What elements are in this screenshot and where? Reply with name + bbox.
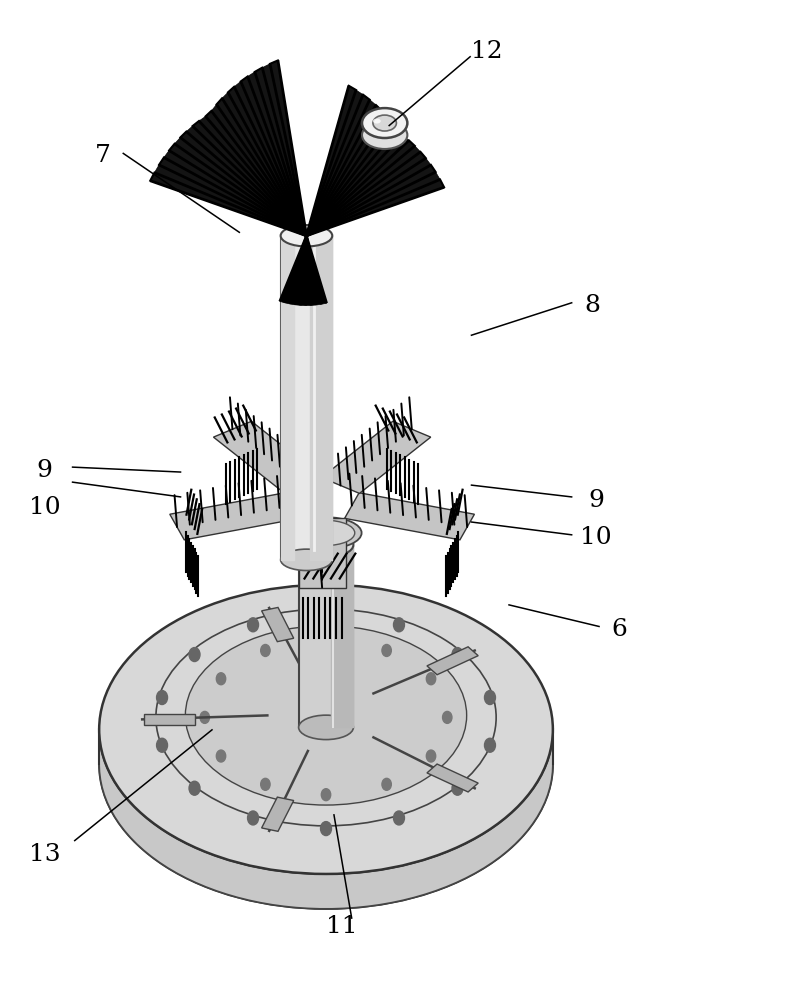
Circle shape <box>320 607 331 621</box>
Circle shape <box>247 811 258 825</box>
Circle shape <box>452 781 463 795</box>
Circle shape <box>382 644 392 656</box>
Circle shape <box>261 778 270 790</box>
Polygon shape <box>170 493 300 540</box>
Circle shape <box>426 750 436 762</box>
Text: 7: 7 <box>95 144 111 167</box>
Polygon shape <box>150 60 306 236</box>
Polygon shape <box>427 764 478 792</box>
Polygon shape <box>214 421 323 493</box>
Text: 10: 10 <box>28 496 60 519</box>
Circle shape <box>261 644 270 656</box>
Ellipse shape <box>99 620 553 909</box>
Ellipse shape <box>281 549 332 571</box>
Circle shape <box>484 738 495 752</box>
Polygon shape <box>261 607 294 642</box>
Text: 11: 11 <box>326 915 357 938</box>
Text: 6: 6 <box>612 618 627 641</box>
Text: 9: 9 <box>36 459 53 482</box>
Ellipse shape <box>298 533 353 557</box>
Circle shape <box>443 711 452 723</box>
Polygon shape <box>281 236 332 560</box>
Ellipse shape <box>298 520 355 545</box>
Ellipse shape <box>185 626 466 805</box>
Circle shape <box>247 618 258 632</box>
Circle shape <box>156 691 167 705</box>
Polygon shape <box>144 714 195 725</box>
Circle shape <box>452 648 463 662</box>
Circle shape <box>426 673 436 685</box>
Ellipse shape <box>373 115 396 131</box>
Polygon shape <box>279 236 327 306</box>
Circle shape <box>321 789 330 801</box>
Polygon shape <box>322 421 431 493</box>
Ellipse shape <box>362 108 407 138</box>
Circle shape <box>217 673 226 685</box>
Ellipse shape <box>281 225 332 246</box>
Circle shape <box>321 634 330 646</box>
Polygon shape <box>99 729 553 909</box>
Polygon shape <box>298 545 353 727</box>
Polygon shape <box>427 647 478 675</box>
Ellipse shape <box>298 715 353 740</box>
Polygon shape <box>261 797 294 831</box>
Circle shape <box>393 811 404 825</box>
Circle shape <box>382 778 392 790</box>
Text: 10: 10 <box>580 526 612 549</box>
Text: 13: 13 <box>28 843 60 866</box>
Circle shape <box>200 711 210 723</box>
Circle shape <box>484 691 495 705</box>
Polygon shape <box>345 493 474 540</box>
Polygon shape <box>298 518 345 588</box>
Circle shape <box>393 618 404 632</box>
Text: 9: 9 <box>588 489 604 512</box>
Text: 8: 8 <box>584 294 600 317</box>
Circle shape <box>156 738 167 752</box>
Polygon shape <box>306 86 444 236</box>
Circle shape <box>217 750 226 762</box>
Ellipse shape <box>290 517 362 549</box>
Text: 12: 12 <box>470 40 502 63</box>
Ellipse shape <box>373 119 381 124</box>
Circle shape <box>320 822 331 836</box>
Ellipse shape <box>362 121 407 149</box>
Ellipse shape <box>99 585 553 874</box>
Circle shape <box>189 781 200 795</box>
Circle shape <box>189 648 200 662</box>
